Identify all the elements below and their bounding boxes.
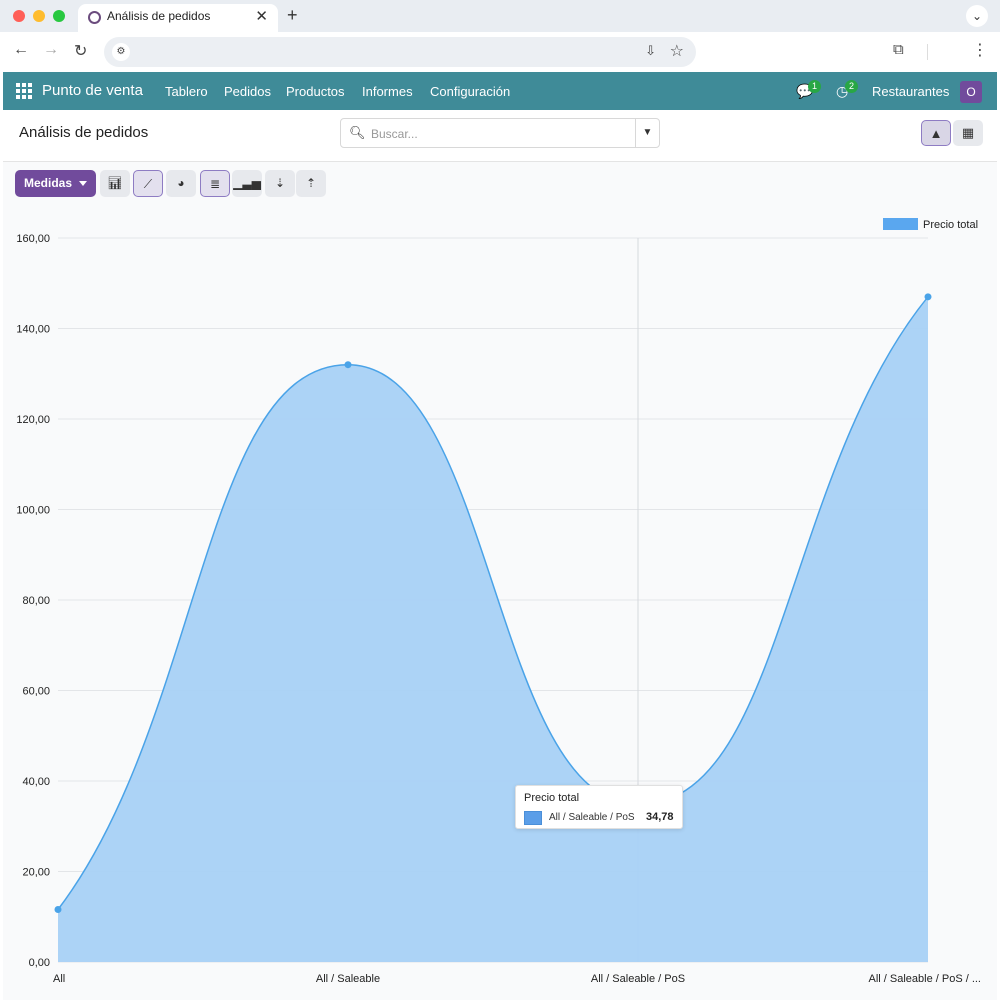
user-avatar[interactable]: O: [960, 81, 982, 103]
close-window-button[interactable]: [13, 10, 25, 22]
odoo-favicon-icon: [88, 11, 101, 24]
pie-chart-button[interactable]: ◕: [166, 170, 196, 197]
y-tick-label: 0,00: [29, 957, 50, 969]
y-tick-label: 140,00: [16, 324, 50, 336]
y-tick-label: 120,00: [16, 414, 50, 426]
measures-dropdown-button[interactable]: Medidas: [15, 170, 96, 197]
data-point: [924, 293, 932, 301]
data-point: [54, 906, 62, 914]
activities-count-badge: 2: [845, 80, 858, 93]
graph-view: Medidas 📊︎ ⟋ ◕ ≣ ▁▃▅ ⇣ ⇡ 0,00 20,00 40,00 6…: [3, 162, 997, 1000]
tooltip-value: 34,78: [646, 811, 674, 823]
forward-arrow-icon[interactable]: →: [43, 41, 59, 58]
x-tick-label: All: [53, 973, 65, 985]
chart-tooltip: Precio total All / Saleable / PoS 34,78: [515, 785, 683, 829]
y-tick-label: 20,00: [22, 867, 50, 879]
site-settings-icon[interactable]: ⚙: [112, 43, 130, 61]
browser-menu-icon[interactable]: ⋮: [972, 42, 988, 59]
line-chart-button[interactable]: ⟋: [133, 170, 163, 197]
tooltip-swatch: [524, 811, 542, 825]
install-app-icon[interactable]: ⇩: [645, 43, 656, 58]
tooltip-title: Precio total: [524, 792, 580, 804]
data-point: [344, 361, 352, 369]
series-area: [58, 296, 928, 962]
bookmark-star-icon[interactable]: ☆: [669, 43, 684, 60]
graph-view-button[interactable]: ▲: [921, 120, 951, 146]
new-tab-icon[interactable]: +: [287, 5, 298, 25]
y-tick-label: 40,00: [22, 776, 50, 788]
area-chart: 0,00 20,00 40,00 60,00 80,00 100,00 120,00 140,…: [16, 218, 981, 985]
back-arrow-icon[interactable]: ←: [13, 41, 29, 58]
legend-swatch: [883, 218, 918, 230]
y-tick-label: 100,00: [16, 505, 50, 517]
search-options-toggle[interactable]: ▼: [635, 119, 659, 147]
browser-tab[interactable]: Análisis de pedidos ✕: [78, 4, 278, 32]
menu-item-tablero[interactable]: Tablero: [165, 84, 208, 99]
legend-label: Precio total: [923, 219, 978, 231]
cumulative-toggle-button[interactable]: ▁▃▅: [232, 170, 262, 197]
pivot-view-button[interactable]: ▦: [953, 120, 983, 146]
browser-toolbar: ← → ↻ ⚙ ⇩ ☆ ⧉ ⋮: [0, 32, 1000, 72]
search-input[interactable]: [371, 124, 621, 143]
messages-count-badge: 1: [808, 80, 821, 93]
browser-tabbar: Análisis de pedidos ✕ + ⌄: [0, 0, 1000, 32]
page-title: Análisis de pedidos: [19, 124, 149, 141]
search-icon: 🔍︎: [349, 125, 366, 140]
toolbar-divider: [927, 44, 928, 60]
address-bar[interactable]: ⚙ ⇩ ☆: [104, 37, 696, 67]
menu-item-pedidos[interactable]: Pedidos: [224, 84, 271, 99]
sort-ascending-button[interactable]: ⇡: [296, 170, 326, 197]
menu-item-informes[interactable]: Informes: [362, 84, 413, 99]
bar-chart-button[interactable]: 📊︎: [100, 170, 130, 197]
extensions-puzzle-icon[interactable]: ⧉: [893, 41, 904, 58]
company-switcher[interactable]: Restaurantes: [872, 84, 950, 99]
x-tick-label: All / Saleable / PoS: [591, 973, 685, 985]
stacked-toggle-button[interactable]: ≣: [200, 170, 230, 197]
menu-item-productos[interactable]: Productos: [286, 84, 345, 99]
app-navbar: Punto de venta Tablero Pedidos Productos…: [3, 72, 997, 110]
x-tick-label: All / Saleable / PoS / ...: [868, 973, 981, 985]
sort-descending-button[interactable]: ⇣: [265, 170, 295, 197]
app-grid-icon[interactable]: [16, 83, 32, 99]
tooltip-label: All / Saleable / PoS: [549, 812, 635, 823]
y-tick-label: 60,00: [22, 686, 50, 698]
y-tick-label: 80,00: [22, 595, 50, 607]
tab-title: Análisis de pedidos: [107, 9, 211, 23]
minimize-window-button[interactable]: [33, 10, 45, 22]
reload-icon[interactable]: ↻: [74, 43, 88, 60]
tab-search-chevron-icon[interactable]: ⌄: [966, 5, 988, 27]
series-line: [57, 296, 929, 910]
search-bar: 🔍︎ ▼: [340, 118, 660, 148]
control-panel: Análisis de pedidos 🔍︎ ▼ ▲ ▦: [3, 110, 997, 162]
app-brand[interactable]: Punto de venta: [42, 82, 143, 99]
x-tick-label: All / Saleable: [316, 973, 380, 985]
maximize-window-button[interactable]: [53, 10, 65, 22]
y-tick-label: 160,00: [16, 233, 50, 245]
menu-item-configuracion[interactable]: Configuración: [430, 84, 511, 99]
tab-close-icon[interactable]: ✕: [255, 8, 268, 25]
